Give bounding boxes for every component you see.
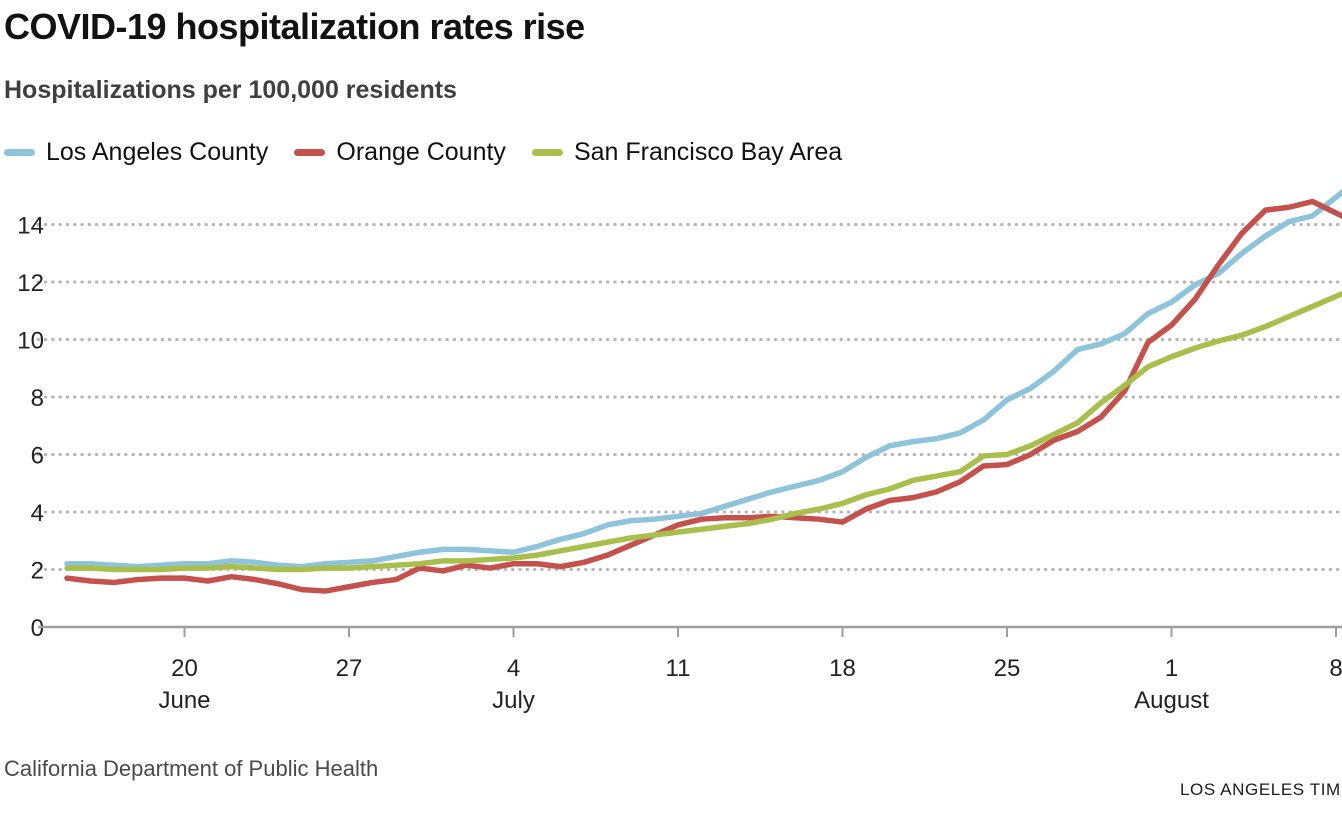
chart-subtitle: Hospitalizations per 100,000 residents (4, 76, 457, 104)
x-tick-label: 18 (829, 655, 856, 682)
y-tick-label: 0 (31, 615, 44, 642)
legend-swatch-icon (4, 149, 35, 156)
legend-label: San Francisco Bay Area (573, 138, 843, 166)
y-tick-label: 4 (31, 500, 44, 527)
y-tick-label: 10 (17, 328, 44, 355)
legend-item-san-francisco-bay-area: San Francisco Bay Area (531, 138, 843, 167)
x-tick-label: 8 (1329, 655, 1342, 682)
x-tick-label: 4 (507, 655, 520, 682)
series-line-san-francisco-bay-area (64, 290, 1342, 573)
x-tick-label: 20 (171, 655, 198, 682)
series-line-orange-county (64, 198, 1342, 594)
legend-label: Orange County (336, 138, 506, 166)
x-tick-label: 1 (1165, 655, 1178, 682)
legend-item-orange-county: Orange County (294, 138, 506, 167)
y-tick-label: 6 (31, 443, 44, 470)
y-tick-label: 2 (31, 558, 44, 585)
page-title: COVID-19 hospitalization rates rise (4, 6, 585, 47)
publisher-credit: LOS ANGELES TIMES (1180, 780, 1342, 799)
legend: Los Angeles County Orange County San Fra… (4, 138, 842, 167)
month-label: July (492, 687, 535, 714)
y-tick-label: 12 (17, 270, 44, 297)
x-tick-label: 25 (994, 655, 1021, 682)
legend-swatch-icon (531, 149, 563, 156)
x-tick-label: 11 (666, 655, 691, 682)
y-tick-label: 14 (17, 213, 44, 240)
y-tick-label: 8 (31, 385, 44, 412)
series-line-los-angeles-county (64, 188, 1342, 570)
x-tick-label: 27 (336, 655, 363, 682)
legend-swatch-icon (294, 149, 326, 156)
legend-label: Los Angeles County (46, 138, 269, 166)
month-label: August (1134, 687, 1209, 714)
source-note: California Department of Public Health (4, 756, 379, 781)
legend-item-los-angeles-county: Los Angeles County (4, 138, 268, 167)
month-label: June (158, 687, 210, 714)
